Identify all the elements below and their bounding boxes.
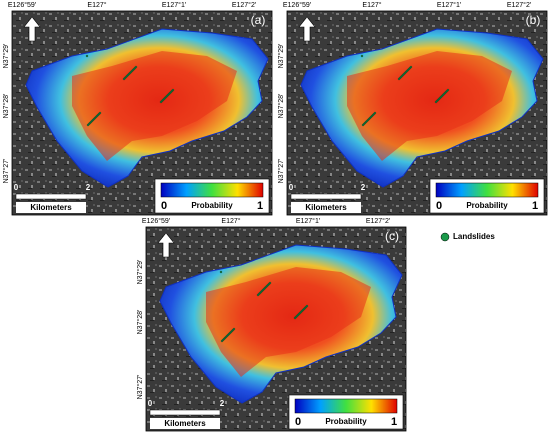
panel-frame — [286, 10, 548, 216]
scale-unit: Kilometers — [30, 203, 72, 212]
color-bar — [294, 398, 398, 414]
scale-end: 2 — [86, 183, 91, 192]
lon-label: E127° — [221, 217, 240, 225]
scale-bar — [15, 193, 87, 200]
color-bar — [435, 182, 539, 198]
lat-label: N37°28′ — [277, 93, 285, 118]
legend-min: 0 — [436, 200, 442, 212]
map-panel: (b) E126°59′ E127° E127°1′ E127°2′ N37°29′ N37… — [277, 1, 548, 216]
lat-label: N37°28′ — [136, 309, 144, 334]
legend-min: 0 — [161, 200, 167, 212]
high-probability-zone — [347, 51, 512, 161]
landslide-point — [134, 65, 138, 69]
lat-label: N37°29′ — [2, 43, 10, 68]
landslide-point — [98, 111, 102, 115]
lon-label: E127° — [87, 1, 106, 9]
landslide-point — [268, 281, 272, 285]
legend-title: Probability — [325, 417, 367, 426]
scale-unit-box — [16, 202, 86, 213]
scale-bar — [149, 409, 221, 416]
legend-max: 1 — [391, 416, 397, 428]
scale-bar — [290, 193, 362, 200]
landslide-point — [232, 327, 236, 331]
high-probability-zone — [72, 51, 237, 161]
landslide-symbol — [440, 232, 450, 242]
lat-label: N37°28′ — [2, 93, 10, 118]
scale-end: 2 — [220, 399, 225, 408]
scale-unit: Kilometers — [305, 203, 347, 212]
lon-label: E126°59′ — [142, 217, 171, 225]
landslides-legend: Landslides — [453, 232, 495, 241]
lon-label: E127°2′ — [232, 1, 257, 9]
scale-unit-box — [150, 418, 220, 429]
high-probability-zone — [206, 267, 371, 377]
legend-max: 1 — [257, 200, 263, 212]
north-arrow — [298, 16, 316, 42]
lon-label: E127° — [362, 1, 381, 9]
legend-title: Probability — [466, 201, 508, 210]
lat-label: N37°27′ — [136, 374, 144, 399]
lon-label: E126°59′ — [8, 1, 37, 9]
panel-label: (b) — [526, 13, 541, 27]
landslide-point — [409, 65, 413, 69]
scale-unit-box — [291, 202, 361, 213]
lon-label: E127°1′ — [437, 1, 462, 9]
panel-frame — [11, 10, 273, 216]
lon-label: E127°2′ — [366, 217, 391, 225]
landslide-point — [446, 88, 450, 92]
landslide-point — [373, 111, 377, 115]
scale-end: 2 — [361, 183, 366, 192]
landslide-point — [305, 304, 309, 308]
scale-unit: Kilometers — [164, 419, 206, 428]
scale-start: 0 — [148, 399, 153, 408]
scale-start: 0 — [289, 183, 294, 192]
landslide-point — [171, 88, 175, 92]
north-arrow — [23, 16, 41, 42]
legend-max: 1 — [532, 200, 538, 212]
lon-label: E127°1′ — [162, 1, 187, 9]
legend-title: Probability — [191, 201, 233, 210]
lat-label: N37°27′ — [2, 158, 10, 183]
lat-label: N37°29′ — [277, 43, 285, 68]
color-bar — [160, 182, 264, 198]
lon-label: E127°2′ — [507, 1, 532, 9]
panel-frame — [145, 226, 407, 432]
north-arrow — [157, 232, 175, 258]
panel-label: (c) — [385, 229, 399, 243]
legend-min: 0 — [295, 416, 301, 428]
lat-label: N37°27′ — [277, 158, 285, 183]
lon-label: E126°59′ — [283, 1, 312, 9]
landslide-point — [85, 54, 89, 58]
landslide-point — [360, 54, 364, 58]
scale-start: 0 — [14, 183, 19, 192]
map-panel: (c) E126°59′ E127° E127°1′ E127°2′ N37°29′ N37… — [136, 217, 407, 432]
landslide-point — [219, 270, 223, 274]
lat-label: N37°29′ — [136, 259, 144, 284]
map-panel: (a) E126°59′ E127° E127°1′ E127°2′ N37°29′ N37… — [2, 1, 273, 216]
lon-label: E127°1′ — [296, 217, 321, 225]
panel-label: (a) — [251, 13, 266, 27]
